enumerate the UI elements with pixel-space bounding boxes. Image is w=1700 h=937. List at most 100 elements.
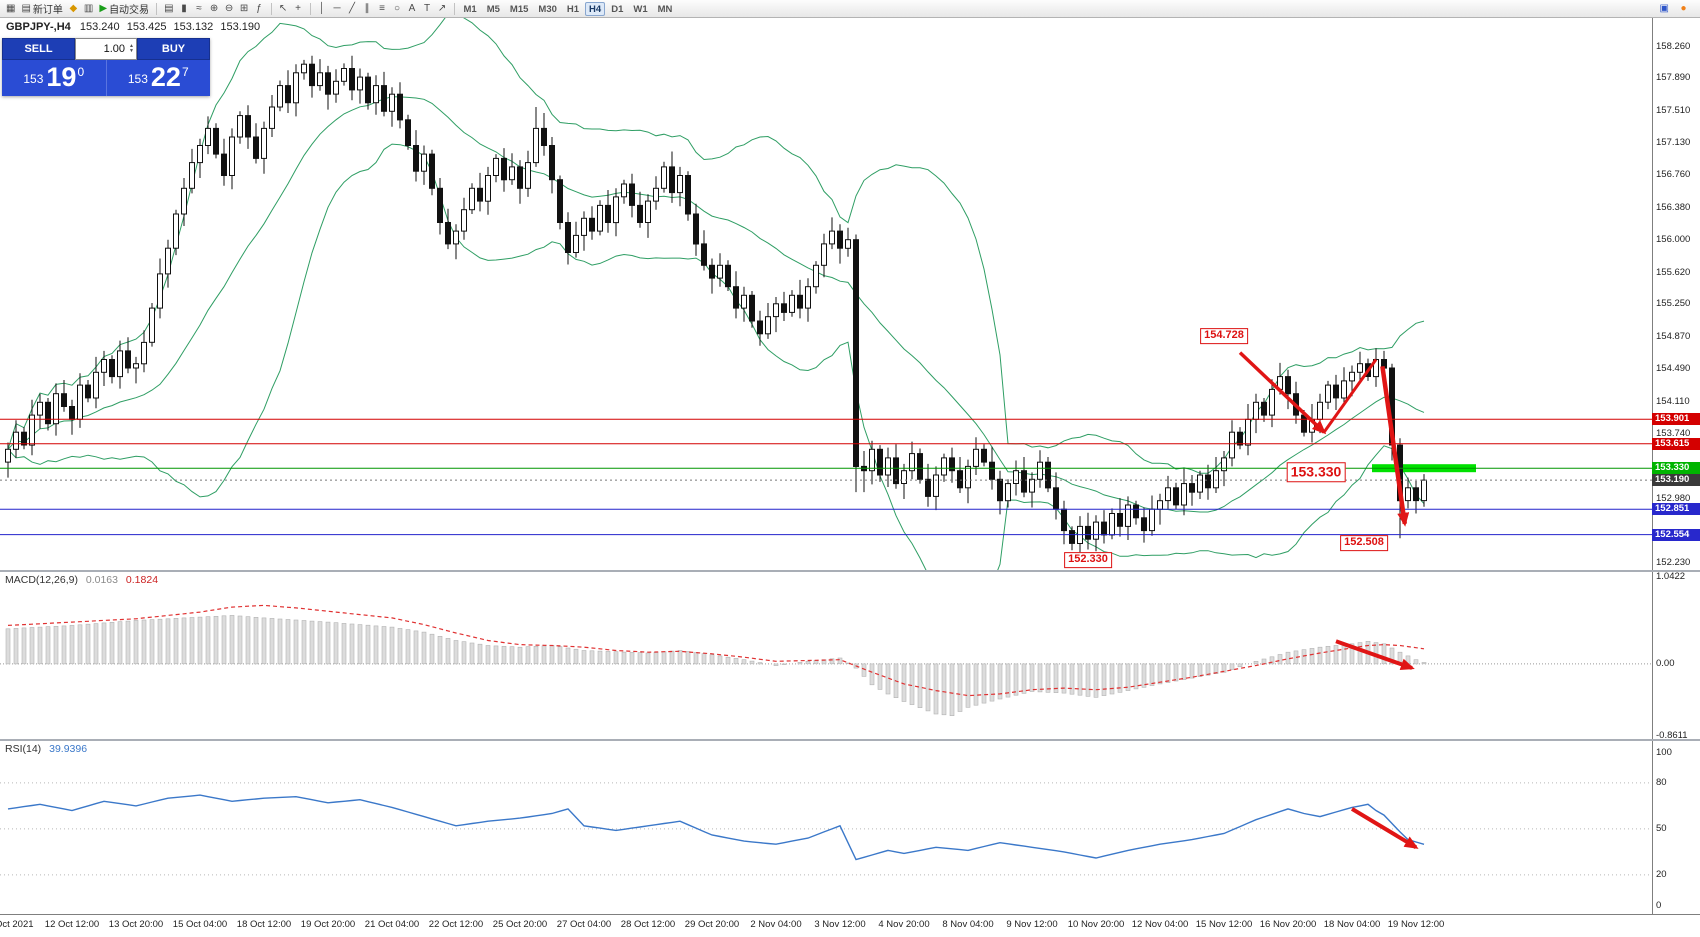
price-annotation-154.728[interactable]: 154.728: [1200, 328, 1248, 344]
buy-price-display[interactable]: 153 22 7: [107, 60, 211, 96]
price-annotation-153.330[interactable]: 153.330: [1286, 462, 1346, 482]
arrow-object-button[interactable]: ↗: [435, 1, 450, 16]
axis-tick: 156.760: [1656, 169, 1691, 180]
ask-big-digits: 22: [150, 62, 181, 92]
zoom-in-button[interactable]: ⊕: [207, 1, 222, 16]
axis-tick: 152.980: [1656, 493, 1691, 504]
line-chart-mode-icon: ≈: [196, 2, 202, 14]
price-axis[interactable]: 158.260 157.890 157.510 157.130 156.760 156.3…: [1652, 18, 1700, 914]
price-badge-153.330: 153.330: [1652, 462, 1700, 474]
time-label: 13 Oct 20:00: [108, 919, 164, 930]
candlestick-chart[interactable]: [0, 18, 1652, 570]
fibonacci-retracement-button[interactable]: ≡: [375, 1, 390, 16]
axis-tick: 154.490: [1656, 363, 1691, 374]
volume-spinner[interactable]: ▲ ▼: [129, 44, 134, 54]
time-label: 18 Nov 04:00: [1323, 919, 1381, 930]
text-button[interactable]: A: [405, 1, 420, 16]
horizontal-line-button[interactable]: ─: [330, 1, 345, 16]
time-axis[interactable]: 11 Oct 2021 12 Oct 12:00 13 Oct 20:00 15 Oc…: [0, 914, 1700, 937]
horizontal-level-lines[interactable]: [0, 418, 1652, 536]
rsi-trend-arrow[interactable]: [1350, 807, 1419, 850]
community-account-button[interactable]: ●: [1680, 3, 1687, 14]
ellipse-icon: ○: [393, 2, 401, 14]
charts-window-icon: ▥: [83, 2, 94, 14]
trend-arrows[interactable]: [1238, 351, 1410, 527]
crosshair-icon: +: [295, 2, 301, 14]
axis-tick: 155.250: [1656, 298, 1691, 309]
ohlc-open: 153.240: [79, 21, 120, 33]
trendline-button[interactable]: ╱: [345, 1, 360, 16]
equidistant-channel-button[interactable]: ∥: [360, 1, 375, 16]
mql-market-button[interactable]: ◆: [66, 1, 81, 16]
new-chart-button[interactable]: ▦: [3, 1, 18, 16]
macd-splitter[interactable]: [0, 570, 1700, 572]
timeframe-m15-button[interactable]: M15: [509, 3, 529, 15]
cursor-button[interactable]: ↖: [276, 1, 291, 16]
zoom-in-icon: ⊕: [209, 2, 219, 14]
spinner-up-icon[interactable]: ▲: [129, 43, 134, 49]
time-label: 29 Oct 20:00: [684, 919, 740, 930]
indicators-button[interactable]: ƒ: [252, 1, 267, 16]
equidistant-channel-icon: ∥: [364, 2, 370, 14]
timeframe-m1-button[interactable]: M1: [463, 3, 477, 15]
axis-tick: 1.0422: [1656, 571, 1686, 582]
axis-tick: 153.740: [1656, 428, 1691, 439]
new-order-button[interactable]: ▤ 新订单: [18, 1, 65, 16]
price-annotation-152.330[interactable]: 152.330: [1064, 552, 1112, 568]
axis-tick: 100: [1656, 747, 1672, 758]
spinner-down-icon[interactable]: ▼: [129, 48, 134, 54]
macd-histogram: [5, 615, 1427, 717]
macd-trend-arrow[interactable]: [1335, 639, 1415, 671]
timeframe-m5-button[interactable]: M5: [486, 3, 500, 15]
rsi-header: RSI(14) 39.9396: [5, 743, 87, 755]
timeframe-mn-button[interactable]: MN: [657, 3, 673, 15]
crosshair-button[interactable]: +: [291, 1, 306, 16]
auto-trading-label: 自动交易: [109, 5, 150, 16]
price-annotation-152.508[interactable]: 152.508: [1340, 535, 1388, 551]
bollinger-bands: [7, 18, 1425, 570]
candlestick-mode-button[interactable]: ▮: [177, 1, 192, 16]
sell-button[interactable]: SELL: [2, 38, 75, 60]
timeframe-m30-button[interactable]: M30: [538, 3, 557, 15]
ellipse-button[interactable]: ○: [390, 1, 405, 16]
buy-button[interactable]: BUY: [137, 38, 210, 60]
timeframe-h4-button[interactable]: H4: [585, 1, 606, 16]
timeframe-d1-button[interactable]: D1: [611, 3, 624, 15]
time-label: 18 Oct 12:00: [236, 919, 292, 930]
macd-chart[interactable]: [0, 572, 1652, 739]
horizontal-line-icon: ─: [333, 2, 341, 14]
bar-chart-mode-button[interactable]: ▤: [161, 1, 176, 16]
timeframe-h1-button[interactable]: H1: [566, 3, 580, 15]
sell-price-display[interactable]: 153 19 0: [2, 60, 106, 96]
rsi-label: RSI(14): [5, 743, 42, 755]
rsi-panel[interactable]: RSI(14) 39.9396: [0, 741, 1652, 914]
macd-signal-value: 0.1824: [125, 574, 159, 586]
rsi-chart[interactable]: [0, 741, 1652, 914]
news-window-button[interactable]: ▣: [1659, 3, 1669, 14]
rsi-level-lines: [0, 782, 1652, 876]
rsi-splitter[interactable]: [0, 739, 1700, 741]
text-label-icon: T: [423, 2, 431, 14]
volume-input[interactable]: 1.00 ▲ ▼: [75, 38, 137, 60]
vertical-line-button[interactable]: │: [315, 1, 330, 16]
time-label: 25 Oct 20:00: [492, 919, 548, 930]
auto-trading-icon: ▶: [99, 2, 108, 14]
auto-trading-button[interactable]: ▶ 自动交易: [96, 1, 152, 16]
timeframe-w1-button[interactable]: W1: [633, 3, 648, 15]
macd-panel[interactable]: MACD(12,26,9) 0.0163 0.1824: [0, 572, 1652, 739]
main-chart-panel[interactable]: 154.728 153.330 152.330 152.508 GBPJPY-,H4 …: [0, 18, 1652, 570]
line-chart-mode-button[interactable]: ≈: [192, 1, 207, 16]
time-label: 12 Nov 04:00: [1131, 919, 1189, 930]
time-label: 8 Nov 04:00: [942, 919, 994, 930]
price-badge-153.615: 153.615: [1652, 438, 1700, 450]
axis-tick: 152.230: [1656, 557, 1691, 568]
macd-signal-line: [7, 604, 1425, 697]
time-label: 3 Nov 12:00: [814, 919, 866, 930]
mql-market-icon: ◆: [69, 2, 78, 14]
zoom-out-button[interactable]: ⊖: [222, 1, 237, 16]
tile-windows-button[interactable]: ⊞: [237, 1, 252, 16]
charts-window-button[interactable]: ▥: [81, 1, 96, 16]
text-icon: A: [408, 2, 416, 14]
text-label-button[interactable]: T: [420, 1, 435, 16]
cursor-icon: ↖: [278, 2, 288, 14]
